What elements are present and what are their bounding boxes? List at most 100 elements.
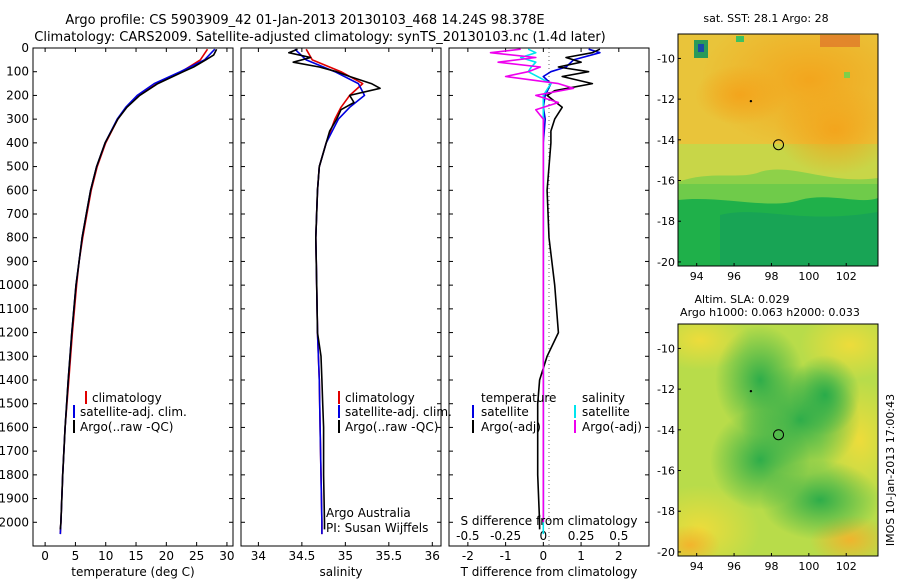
y-tick-label: 600 xyxy=(6,183,29,197)
map-y-tick-label: -16 xyxy=(657,175,675,188)
map-x-tick-label: 94 xyxy=(690,560,704,573)
x-tick-label: 1 xyxy=(577,549,585,563)
x-tick-label: 5 xyxy=(72,549,80,563)
annotation-argo-australia: Argo Australia xyxy=(326,506,411,520)
series-line-salinity-satellite xyxy=(519,48,552,535)
x-tick-label: 35.5 xyxy=(375,549,402,563)
map-y-tick-label: -18 xyxy=(657,505,675,518)
y-tick-label: 1900 xyxy=(0,492,29,506)
y-tick-label: 1400 xyxy=(0,373,29,387)
temperature-legend: climatology satellite-adj. clim. Argo(..… xyxy=(73,391,187,434)
y-tick-label: 1200 xyxy=(0,326,29,340)
sla-point xyxy=(749,389,753,393)
y-tick-label: 1100 xyxy=(0,302,29,316)
map-y-tick-label: -20 xyxy=(657,256,675,269)
series-line-satellite-adj-clim- xyxy=(294,48,366,535)
y-tick-label: 1800 xyxy=(0,468,29,482)
legend-temp-satellite-label: satellite xyxy=(481,405,529,419)
sst-map-title: sat. SST: 28.1 Argo: 28 xyxy=(703,12,828,25)
map-x-tick-label: 98 xyxy=(764,270,778,283)
y-tick-label: 1000 xyxy=(0,278,29,292)
map-x-tick-label: 94 xyxy=(690,270,704,283)
legend-sal-argo-label: Argo(-adj) xyxy=(582,420,642,434)
map-y-tick-label: -14 xyxy=(657,134,675,147)
x-tick2-label: 0 xyxy=(540,529,548,543)
temperature-xlabel: temperature (deg C) xyxy=(71,565,194,579)
series-line-climatology xyxy=(59,48,209,535)
y-tick-label: 2000 xyxy=(0,515,29,529)
temperature-axes: 0 5 10 15 20 25 300100200300400500600700800900… xyxy=(0,41,235,563)
figure-title-line2: Climatology: CARS2009. Satellite-adjuste… xyxy=(34,30,606,45)
x-tick2-label: -0.5 xyxy=(456,529,479,543)
legend-temperature-heading: temperature xyxy=(481,391,556,405)
map-y-tick-label: -16 xyxy=(657,465,675,478)
map-y-tick-label: -12 xyxy=(657,93,675,106)
salinity-lines xyxy=(287,48,381,535)
difference-axes: -2 -1 0 1 2 -0.5 -0.25 0 0.25 0.5 xyxy=(449,47,649,563)
x-tick-label: 34.5 xyxy=(289,549,316,563)
x-tick-label: -2 xyxy=(462,549,474,563)
legend-satellite-label: satellite-adj. clim. xyxy=(345,405,452,419)
x-tick-label: 35 xyxy=(338,549,353,563)
legend-salinity-heading: salinity xyxy=(582,391,625,405)
y-tick-label: 200 xyxy=(6,88,29,102)
x-tick-label: 36 xyxy=(425,549,440,563)
y-tick-label: 1700 xyxy=(0,444,29,458)
series-line-satellite-adj-clim- xyxy=(59,48,216,535)
y-tick-label: 300 xyxy=(6,112,29,126)
sst-map: sat. SST: 28.1 Argo: 28 94 96 98 100 102 -10 -… xyxy=(657,12,879,283)
difference-xlabel2: S difference from climatology xyxy=(461,514,638,528)
difference-legend: temperature satellite Argo(-adj) salinit… xyxy=(472,391,642,434)
map-x-tick-label: 102 xyxy=(836,270,857,283)
figure-title-line1: Argo profile: CS 5903909_42 01-Jan-2013 … xyxy=(65,13,544,28)
sst-point xyxy=(749,99,753,103)
salinity-xlabel: salinity xyxy=(319,565,362,579)
x-tick-label: 20 xyxy=(159,549,174,563)
sla-map-title: Altim. SLA: 0.029 xyxy=(694,293,789,306)
series-line-argo-raw-qc- xyxy=(59,48,218,530)
legend-argo-label: Argo(..raw -QC) xyxy=(80,420,173,434)
x-tick2-label: -0.25 xyxy=(490,529,521,543)
y-tick-label: 1500 xyxy=(0,397,29,411)
x-tick-label: 25 xyxy=(189,549,204,563)
map-y-tick-label: -10 xyxy=(657,342,675,355)
legend-climatology-label: climatology xyxy=(92,391,162,405)
x-tick-label: 2 xyxy=(615,549,623,563)
x-tick-label: 15 xyxy=(128,549,143,563)
salinity-axes: 34 34.5 35 35.5 36 xyxy=(241,47,441,563)
y-tick-label: 1300 xyxy=(0,349,29,363)
y-tick-label: 900 xyxy=(6,254,29,268)
map-y-tick-label: -14 xyxy=(657,424,675,437)
x-tick-label: 30 xyxy=(219,549,234,563)
series-line-temperature-satellite xyxy=(542,48,601,523)
series-line-argo-raw-qc- xyxy=(287,48,381,530)
x-tick-label: 0 xyxy=(41,549,49,563)
map-x-tick-label: 96 xyxy=(727,270,741,283)
legend-argo-label: Argo(..raw -QC) xyxy=(345,420,438,434)
legend-sal-satellite-label: satellite xyxy=(582,405,630,419)
legend-climatology-label: climatology xyxy=(345,391,415,405)
x-tick-label: 34 xyxy=(251,549,266,563)
sla-argo-marker xyxy=(773,429,785,441)
map-y-tick-label: -18 xyxy=(657,215,675,228)
map-x-tick-label: 98 xyxy=(764,560,778,573)
imos-watermark: IMOS 10-Jan-2013 17:00:43 xyxy=(884,394,897,546)
map-y-tick-label: -10 xyxy=(657,52,675,65)
y-tick-label: 800 xyxy=(6,231,29,245)
y-tick-label: 0 xyxy=(21,41,29,55)
salinity-legend: climatology satellite-adj. clim. Argo(..… xyxy=(326,391,452,535)
temperature-lines xyxy=(59,48,218,535)
x-tick2-label: 0.5 xyxy=(609,529,628,543)
sst-argo-marker xyxy=(773,139,785,151)
salinity-plot-frame xyxy=(240,47,442,547)
series-line-temperature-argo(-adj) xyxy=(536,48,601,530)
y-tick-label: 100 xyxy=(6,65,29,79)
y-tick-label: 1600 xyxy=(0,420,29,434)
map-x-tick-label: 102 xyxy=(836,560,857,573)
map-x-tick-label: 100 xyxy=(798,270,819,283)
map-y-tick-label: -12 xyxy=(657,383,675,396)
annotation-pi: PI: Susan Wijffels xyxy=(326,521,428,535)
map-x-tick-label: 96 xyxy=(727,560,741,573)
legend-temp-argo-label: Argo(-adj) xyxy=(481,420,541,434)
